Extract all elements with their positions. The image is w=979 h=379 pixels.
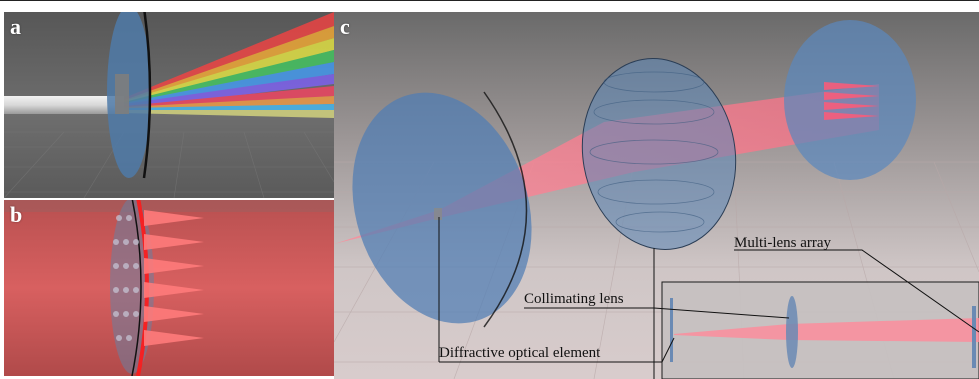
panel-c-label: c [340, 14, 350, 39]
multi-lens-array-label: Multi-lens array [734, 235, 832, 251]
grating-edge [142, 12, 152, 179]
dispersed-rainbow-beams [124, 12, 334, 118]
panel-a-label: a [10, 14, 21, 39]
top-border [0, 0, 979, 1]
diffractive-optical-element-label: Diffractive optical element [439, 345, 601, 361]
grating-structure [115, 74, 129, 114]
focused-beamlets [144, 210, 204, 346]
callout-leader-lines [438, 217, 979, 379]
panel-a-floor-grid [4, 131, 334, 198]
panel-a: a [4, 12, 334, 198]
panel-a-scene [4, 12, 334, 198]
panel-b: b [4, 200, 334, 376]
panel-c-scene [334, 12, 979, 379]
lenslets [113, 215, 139, 341]
collimating-lens-label: Collimating lens [524, 291, 624, 307]
inset-schematic [661, 281, 979, 379]
diffractive-optical-element-disk [352, 91, 532, 328]
panel-b-label: b [10, 202, 23, 227]
collimating-lens [581, 58, 737, 250]
panel-c: c Multi-lens array Collimating lens Diff… [334, 12, 979, 379]
panel-b-scene [4, 200, 334, 376]
incident-white-beam [4, 96, 124, 114]
multi-lens-array-disk [784, 20, 916, 180]
